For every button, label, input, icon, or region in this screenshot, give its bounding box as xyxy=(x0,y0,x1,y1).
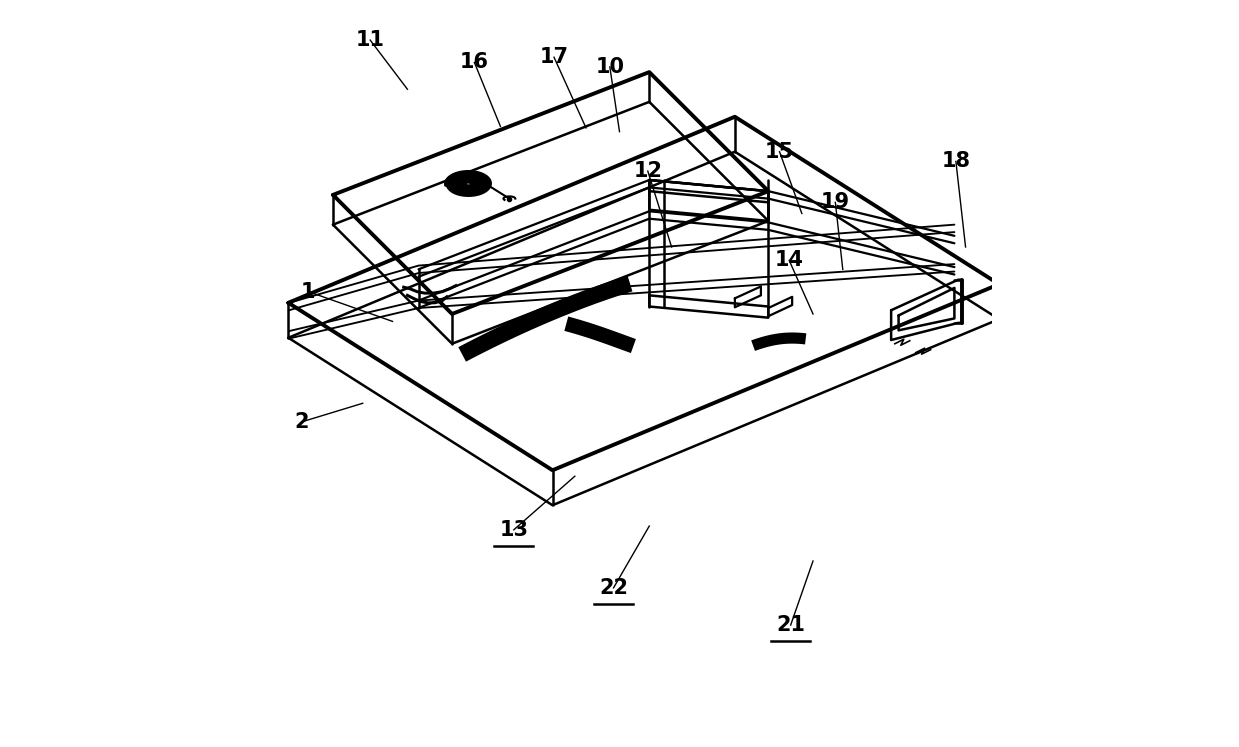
Text: 11: 11 xyxy=(356,30,384,50)
Text: 19: 19 xyxy=(820,192,850,212)
Text: 1: 1 xyxy=(301,282,316,302)
Text: 10: 10 xyxy=(595,57,624,77)
Text: 21: 21 xyxy=(776,615,805,635)
Text: 18: 18 xyxy=(942,152,970,171)
Polygon shape xyxy=(751,332,807,351)
Text: 16: 16 xyxy=(460,52,489,72)
Text: 22: 22 xyxy=(598,578,628,598)
Text: 2: 2 xyxy=(295,412,309,432)
Text: 15: 15 xyxy=(764,142,794,161)
Text: 13: 13 xyxy=(499,520,528,540)
Text: 17: 17 xyxy=(539,47,569,67)
Polygon shape xyxy=(458,276,632,362)
Polygon shape xyxy=(564,317,636,353)
Text: 12: 12 xyxy=(633,161,663,181)
Text: 14: 14 xyxy=(774,250,804,270)
